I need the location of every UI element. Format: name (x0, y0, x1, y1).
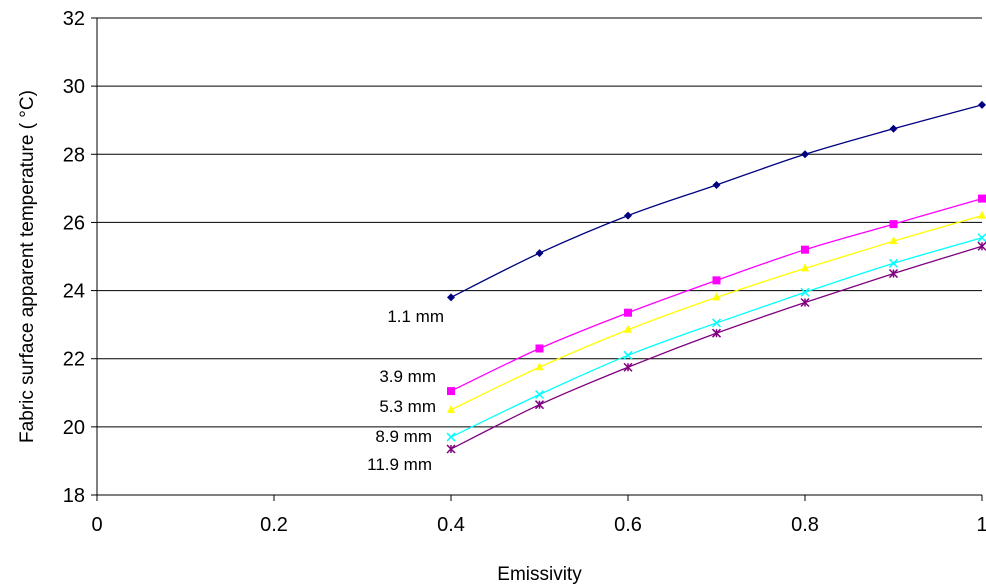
data-point-diamond (712, 180, 721, 189)
x-tick-label: 0.2 (260, 514, 288, 536)
data-point-star (446, 444, 456, 454)
data-point-square (978, 194, 986, 203)
data-point-star (623, 362, 633, 372)
y-tick-label: 20 (63, 417, 85, 439)
series-label: 1.1 mm (387, 307, 444, 326)
data-point-diamond (535, 249, 544, 258)
data-point-cross (800, 287, 810, 297)
data-point-star (977, 241, 986, 251)
series-group (446, 100, 986, 454)
gridlines (97, 17, 982, 428)
marker-stroke (623, 350, 633, 360)
series-label: 11.9 mm (367, 455, 432, 474)
data-point-diamond (889, 124, 898, 133)
data-point-cross (623, 350, 633, 360)
data-point-cross (534, 389, 545, 400)
x-tick-label: 0.8 (791, 514, 819, 536)
marker-stroke (534, 389, 545, 400)
y-tick-label: 24 (63, 281, 85, 303)
data-point-star (800, 297, 810, 308)
y-tick-label: 30 (63, 76, 85, 98)
series-line (450, 237, 983, 438)
y-tick-label: 18 (63, 485, 85, 507)
series-5-3-mm (447, 210, 986, 413)
y-tick-label: 22 (63, 349, 85, 371)
data-point-cross (977, 233, 986, 243)
series-line (450, 104, 983, 298)
x-axis-title: Emissivity (497, 564, 582, 585)
y-axis-title: Fabric surface apparent temperature ( °C… (17, 90, 38, 443)
y-tick-label: 32 (63, 8, 85, 30)
series-8-9-mm (446, 233, 986, 442)
data-point-square (889, 220, 898, 229)
data-point-diamond (978, 100, 986, 109)
series-1-1-mm (447, 100, 986, 302)
data-point-diamond (447, 293, 455, 302)
labels: 18 20 22 24 26 28 30 32 0 0.2 0.4 0.6 0.8 1 1.1 mm 3.9 … (63, 8, 986, 536)
x-tick-label: 0.6 (614, 514, 642, 536)
data-point-square (447, 387, 455, 396)
series-3-9-mm (447, 194, 986, 396)
marker-stroke (800, 287, 810, 297)
y-tick-label: 28 (63, 144, 85, 166)
data-point-star (888, 269, 899, 279)
x-tick-label: 1 (976, 514, 986, 536)
data-point-triangle (712, 292, 721, 301)
data-point-triangle (889, 236, 898, 245)
data-point-square (801, 245, 809, 254)
axes (91, 17, 983, 501)
marker-stroke (711, 318, 722, 328)
data-point-triangle (447, 404, 455, 413)
y-tick-label: 26 (63, 212, 85, 234)
data-point-cross (711, 318, 722, 328)
x-tick-label: 0 (91, 514, 102, 536)
series-11-9-mm (446, 241, 986, 454)
data-point-square (624, 308, 632, 317)
data-point-triangle (535, 362, 544, 371)
data-point-diamond (624, 211, 632, 220)
series-label: 3.9 mm (379, 367, 436, 386)
x-tick-label: 0.4 (437, 514, 465, 536)
marker-stroke (888, 258, 899, 268)
data-point-star (711, 328, 722, 338)
series-line (450, 214, 983, 411)
data-point-triangle (624, 324, 632, 333)
data-point-triangle (978, 210, 986, 219)
data-point-square (535, 344, 544, 353)
data-point-triangle (801, 263, 809, 272)
data-point-star (534, 400, 545, 410)
data-point-square (712, 276, 721, 285)
marker-stroke (446, 432, 456, 442)
data-point-cross (888, 258, 899, 268)
marker-stroke (977, 233, 986, 243)
data-point-diamond (801, 150, 809, 159)
data-point-cross (446, 432, 456, 442)
series-label: 8.9 mm (375, 427, 432, 446)
series-label: 5.3 mm (379, 397, 436, 416)
